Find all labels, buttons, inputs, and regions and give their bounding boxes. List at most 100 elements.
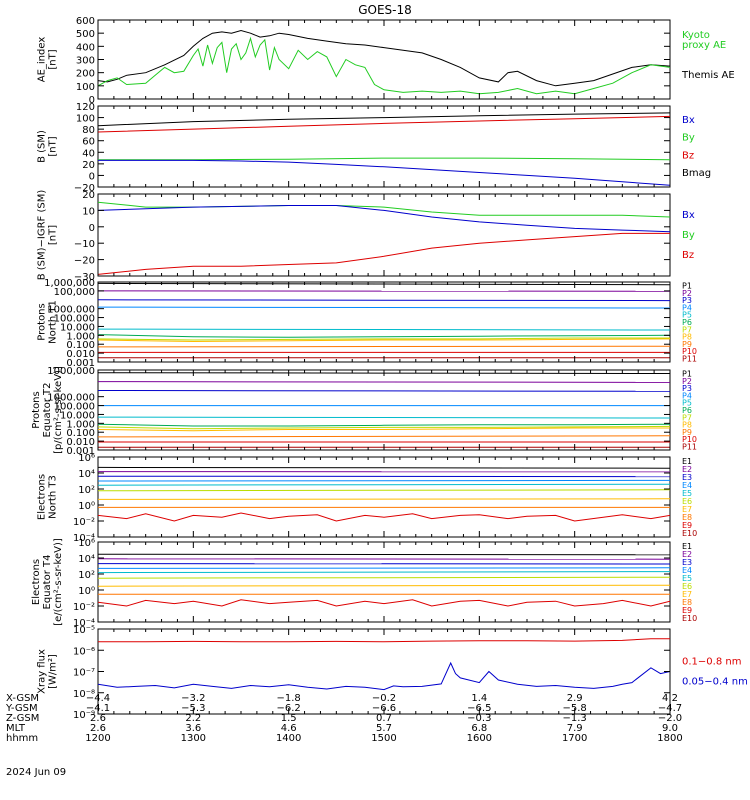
y-tick-label: 10⁴ xyxy=(78,554,95,565)
y-tick-label: 10⁴ xyxy=(78,469,95,480)
x-axis-row-value: −0.3 xyxy=(467,713,491,724)
legend-entry: E8 xyxy=(682,598,692,607)
series-line-p8 xyxy=(98,427,670,432)
x-axis-row-value: −1.8 xyxy=(277,693,301,704)
legend-entry: proxy AE xyxy=(682,40,726,51)
legend-entry: P10 xyxy=(682,347,697,356)
y-axis-label: Xray flux xyxy=(37,649,48,694)
legend-entry: E3 xyxy=(682,558,692,567)
y-tick-label: 0 xyxy=(89,95,95,106)
y-axis-label: [nT] xyxy=(48,225,59,245)
series-group xyxy=(98,282,670,359)
series-line-p3 xyxy=(98,390,670,392)
series-line-p6 xyxy=(98,423,670,427)
y-tick-label: −20 xyxy=(74,256,95,267)
y-tick-label: −30 xyxy=(74,272,95,283)
y-tick-label: 10⁻⁵ xyxy=(73,625,95,636)
legend-entry: P4 xyxy=(682,391,692,400)
y-tick-label: 500 xyxy=(76,29,95,40)
legend-entry: E3 xyxy=(682,473,692,482)
y-axis-label-group: Protons North T1 xyxy=(37,300,59,344)
series-line-e1 xyxy=(98,553,670,556)
x-axis-row-value: −4.7 xyxy=(658,703,682,714)
legend-entry: P6 xyxy=(682,406,692,415)
x-axis-row-value: 3.6 xyxy=(185,723,201,734)
y-axis-label: Protons xyxy=(31,391,42,428)
y-tick-label: 10⁰ xyxy=(78,586,95,597)
y-axis-label: North T3 xyxy=(48,475,59,519)
series-group xyxy=(98,29,670,95)
legend-entry: E2 xyxy=(682,465,692,474)
y-axis-label: Equator T4 xyxy=(42,555,53,610)
y-tick-label: 400 xyxy=(76,42,95,53)
y-axis-label: [p/(cm²-s-sr-keV)] xyxy=(53,366,64,454)
x-axis-row-value: 6.8 xyxy=(471,723,487,734)
x-axis-row-value: 4.2 xyxy=(662,693,678,704)
y-tick-label: 60 xyxy=(82,137,95,148)
y-tick-label: 1000.000 xyxy=(47,305,95,316)
y-tick-label: 10⁶ xyxy=(78,453,95,464)
x-axis-row-value: 2.9 xyxy=(567,693,583,704)
x-axis-row-value: 1300 xyxy=(181,733,206,744)
y-tick-label: 100.000 xyxy=(54,402,95,413)
series-line-e1 xyxy=(98,466,670,469)
x-axis-row-value: −5.8 xyxy=(563,703,587,714)
y-axis-label: Equator T2 xyxy=(42,383,53,438)
y-tick-label: 600 xyxy=(76,16,95,27)
y-tick-label: 100,000 xyxy=(54,287,95,298)
y-tick-label: 10⁻⁴ xyxy=(73,533,95,544)
panel-frame xyxy=(97,281,671,363)
panel-ae: 0 100 200 300 400 500 600 AE_index [nT] Kyotoprox… xyxy=(37,16,735,106)
series-line-e9 xyxy=(98,512,670,522)
panel-protons_t1: 0.0010.0100.1001.00010.000100.0001000.00… xyxy=(37,278,698,369)
series-line-e4 xyxy=(98,479,670,482)
panel-bigrf: −30 −20 −10 0 10 20 B (SM)−IGRF (SM) [nT] Bx By Bz xyxy=(37,190,695,283)
series-line-bmag xyxy=(98,112,670,127)
series-line-kyoto-proxy-ae xyxy=(98,36,670,95)
panel-frame xyxy=(97,456,671,538)
y-axis-label-group: Electrons Equator T4 [e/(cm²-s-sr-keV)] xyxy=(31,538,64,626)
y-tick-label: 10⁻⁸ xyxy=(73,689,95,700)
x-axis-row-value: 1600 xyxy=(467,733,492,744)
legend-entry: 0.05−0.4 nm xyxy=(682,677,748,688)
series-group xyxy=(98,638,670,691)
y-tick-label: 10⁻⁴ xyxy=(73,618,95,629)
x-axis-row-value: −6.2 xyxy=(277,703,301,714)
legend-entry: E5 xyxy=(682,574,692,583)
y-tick-label: 10⁶ xyxy=(78,538,95,549)
series-line-by xyxy=(98,201,670,218)
y-tick-label: 10⁻⁷ xyxy=(73,668,95,679)
legend-entry: P4 xyxy=(682,303,692,312)
series-group xyxy=(98,201,670,275)
legend-entry: 0.1−0.8 nm xyxy=(682,657,741,668)
y-tick-label: 0.010 xyxy=(66,349,95,360)
legend-entry: P3 xyxy=(682,384,692,393)
legend-entry: E9 xyxy=(682,521,692,530)
x-axis-row-value: −1.3 xyxy=(563,713,587,724)
y-axis-label: AE_index xyxy=(37,37,48,83)
legend-entry: Bx xyxy=(682,210,695,221)
y-axis-label-group: Xray flux [W/m²] xyxy=(37,649,59,694)
figure-title: GOES-18 xyxy=(358,3,412,17)
x-axis-row-value: −0.2 xyxy=(372,693,396,704)
y-tick-label: 0.001 xyxy=(66,358,95,369)
x-axis-row-value: 2.2 xyxy=(185,713,201,724)
x-axis-row-value: −6.5 xyxy=(467,703,491,714)
series-line-themis-ae xyxy=(98,29,670,87)
series-line-e9 xyxy=(98,599,670,607)
y-axis-label: B (SM) xyxy=(37,130,48,163)
legend-entry: P2 xyxy=(682,289,692,298)
legend-entry: By xyxy=(682,133,695,144)
y-tick-label: 10² xyxy=(78,485,95,496)
y-tick-label: 1000,000 xyxy=(47,366,95,377)
legend-entry: P7 xyxy=(682,413,692,422)
y-tick-label: 0.100 xyxy=(66,428,95,439)
y-axis-label-group: B (SM)−IGRF (SM) [nT] xyxy=(37,190,59,281)
y-axis-label: [nT] xyxy=(48,136,59,156)
y-axis-label: Protons xyxy=(37,303,48,340)
y-axis-label: [W/m²] xyxy=(48,654,59,689)
legend-entry: E6 xyxy=(682,582,692,591)
